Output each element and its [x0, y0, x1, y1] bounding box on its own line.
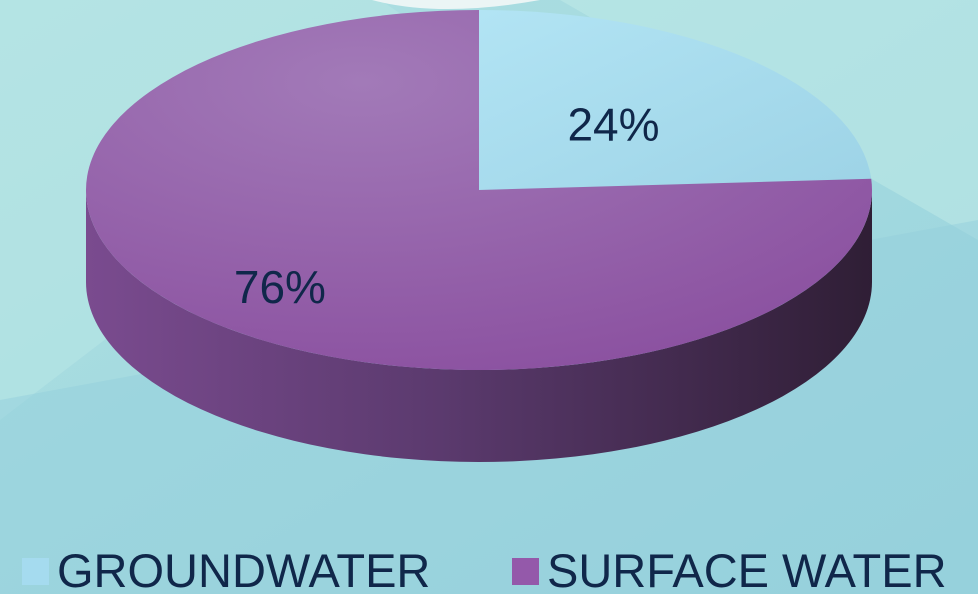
data-label-surface-water: 76% [234, 261, 326, 313]
data-label-groundwater: 24% [567, 98, 659, 150]
legend-swatch-surface-water [512, 557, 539, 585]
legend-label-surface-water: SURFACE WATER [547, 544, 947, 597]
pie-depth [86, 190, 872, 462]
pie-slices [85, 10, 872, 370]
legend-label-groundwater: GROUNDWATER [57, 544, 431, 597]
legend-swatch-groundwater [22, 557, 49, 585]
legend-item-groundwater: GROUNDWATER [22, 544, 431, 597]
data-labels: 24% 76% [234, 98, 660, 313]
pie-slice-groundwater [479, 10, 872, 190]
pie-slice-surface-water [85, 10, 872, 370]
legend: GROUNDWATER SURFACE WATER [0, 544, 978, 597]
legend-item-surface-water: SURFACE WATER [512, 544, 947, 597]
pie-side-wall [86, 190, 872, 462]
